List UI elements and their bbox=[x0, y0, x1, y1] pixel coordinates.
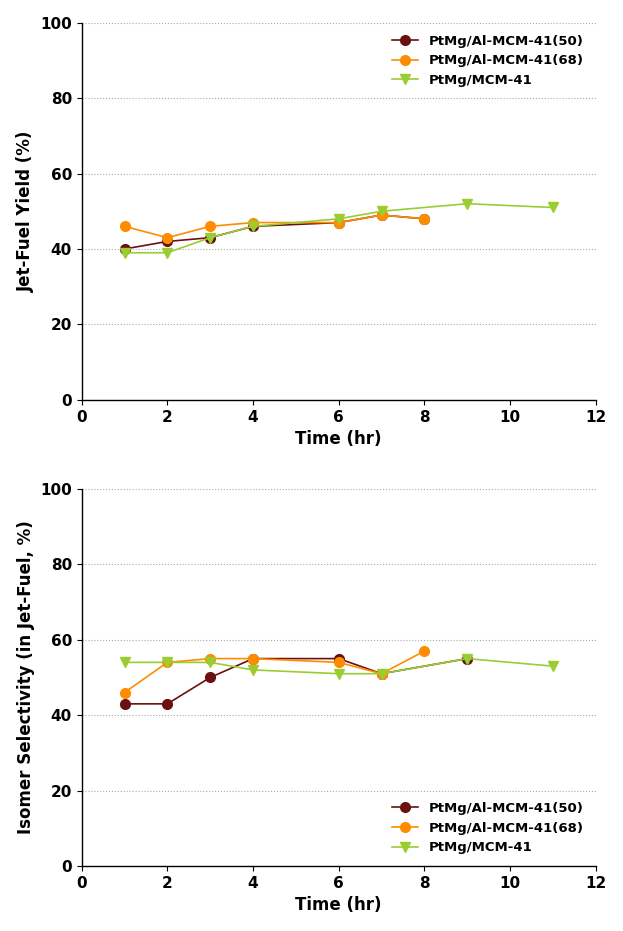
PtMg/Al-MCM-41(50) bbox=[378, 209, 385, 221]
PtMg/MCM-41 bbox=[464, 653, 471, 664]
PtMg/MCM-41 bbox=[549, 202, 556, 213]
PtMg/Al-MCM-41(50) bbox=[335, 217, 343, 228]
PtMg/Al-MCM-41(50) bbox=[121, 698, 128, 709]
PtMg/MCM-41 bbox=[206, 232, 214, 243]
PtMg/Al-MCM-41(68) bbox=[378, 668, 385, 680]
PtMg/MCM-41 bbox=[121, 656, 128, 668]
PtMg/Al-MCM-41(68) bbox=[421, 645, 428, 656]
PtMg/MCM-41 bbox=[378, 668, 385, 680]
PtMg/MCM-41 bbox=[164, 656, 171, 668]
PtMg/Al-MCM-41(68) bbox=[164, 232, 171, 243]
Line: PtMg/Al-MCM-41(68): PtMg/Al-MCM-41(68) bbox=[120, 646, 429, 697]
PtMg/Al-MCM-41(68) bbox=[164, 656, 171, 668]
PtMg/Al-MCM-41(68) bbox=[378, 209, 385, 221]
PtMg/MCM-41 bbox=[249, 221, 257, 232]
PtMg/MCM-41 bbox=[121, 247, 128, 258]
PtMg/Al-MCM-41(68) bbox=[206, 221, 214, 232]
X-axis label: Time (hr): Time (hr) bbox=[295, 430, 382, 448]
Legend: PtMg/Al-MCM-41(50), PtMg/Al-MCM-41(68), PtMg/MCM-41: PtMg/Al-MCM-41(50), PtMg/Al-MCM-41(68), … bbox=[387, 29, 589, 92]
PtMg/Al-MCM-41(68) bbox=[335, 656, 343, 668]
Line: PtMg/Al-MCM-41(50): PtMg/Al-MCM-41(50) bbox=[120, 210, 429, 254]
Line: PtMg/MCM-41: PtMg/MCM-41 bbox=[120, 199, 558, 258]
PtMg/Al-MCM-41(68) bbox=[206, 653, 214, 664]
PtMg/Al-MCM-41(50) bbox=[421, 213, 428, 224]
PtMg/Al-MCM-41(50) bbox=[206, 232, 214, 243]
Line: PtMg/Al-MCM-41(68): PtMg/Al-MCM-41(68) bbox=[120, 210, 429, 243]
PtMg/Al-MCM-41(50) bbox=[206, 672, 214, 683]
PtMg/MCM-41 bbox=[335, 213, 343, 224]
PtMg/Al-MCM-41(50) bbox=[335, 653, 343, 664]
PtMg/MCM-41 bbox=[206, 656, 214, 668]
PtMg/Al-MCM-41(50) bbox=[249, 653, 257, 664]
PtMg/MCM-41 bbox=[549, 661, 556, 672]
Y-axis label: Isomer Selectivity (in Jet-Fuel, %): Isomer Selectivity (in Jet-Fuel, %) bbox=[17, 520, 35, 834]
PtMg/Al-MCM-41(68) bbox=[249, 217, 257, 228]
Line: PtMg/MCM-41: PtMg/MCM-41 bbox=[120, 654, 558, 679]
PtMg/Al-MCM-41(68) bbox=[421, 213, 428, 224]
X-axis label: Time (hr): Time (hr) bbox=[295, 897, 382, 914]
PtMg/Al-MCM-41(68) bbox=[121, 687, 128, 698]
PtMg/Al-MCM-41(50) bbox=[249, 221, 257, 232]
Legend: PtMg/Al-MCM-41(50), PtMg/Al-MCM-41(68), PtMg/MCM-41: PtMg/Al-MCM-41(50), PtMg/Al-MCM-41(68), … bbox=[387, 797, 589, 859]
PtMg/Al-MCM-41(68) bbox=[335, 217, 343, 228]
PtMg/Al-MCM-41(50) bbox=[164, 236, 171, 247]
PtMg/MCM-41 bbox=[164, 247, 171, 258]
PtMg/MCM-41 bbox=[249, 665, 257, 676]
PtMg/Al-MCM-41(50) bbox=[464, 653, 471, 664]
PtMg/Al-MCM-41(50) bbox=[378, 668, 385, 680]
Y-axis label: Jet-Fuel Yield (%): Jet-Fuel Yield (%) bbox=[17, 130, 35, 292]
PtMg/MCM-41 bbox=[335, 668, 343, 680]
PtMg/Al-MCM-41(68) bbox=[121, 221, 128, 232]
PtMg/MCM-41 bbox=[464, 198, 471, 209]
PtMg/Al-MCM-41(50) bbox=[121, 243, 128, 254]
PtMg/Al-MCM-41(68) bbox=[249, 653, 257, 664]
Line: PtMg/Al-MCM-41(50): PtMg/Al-MCM-41(50) bbox=[120, 654, 472, 708]
PtMg/Al-MCM-41(50) bbox=[164, 698, 171, 709]
PtMg/MCM-41 bbox=[378, 206, 385, 217]
